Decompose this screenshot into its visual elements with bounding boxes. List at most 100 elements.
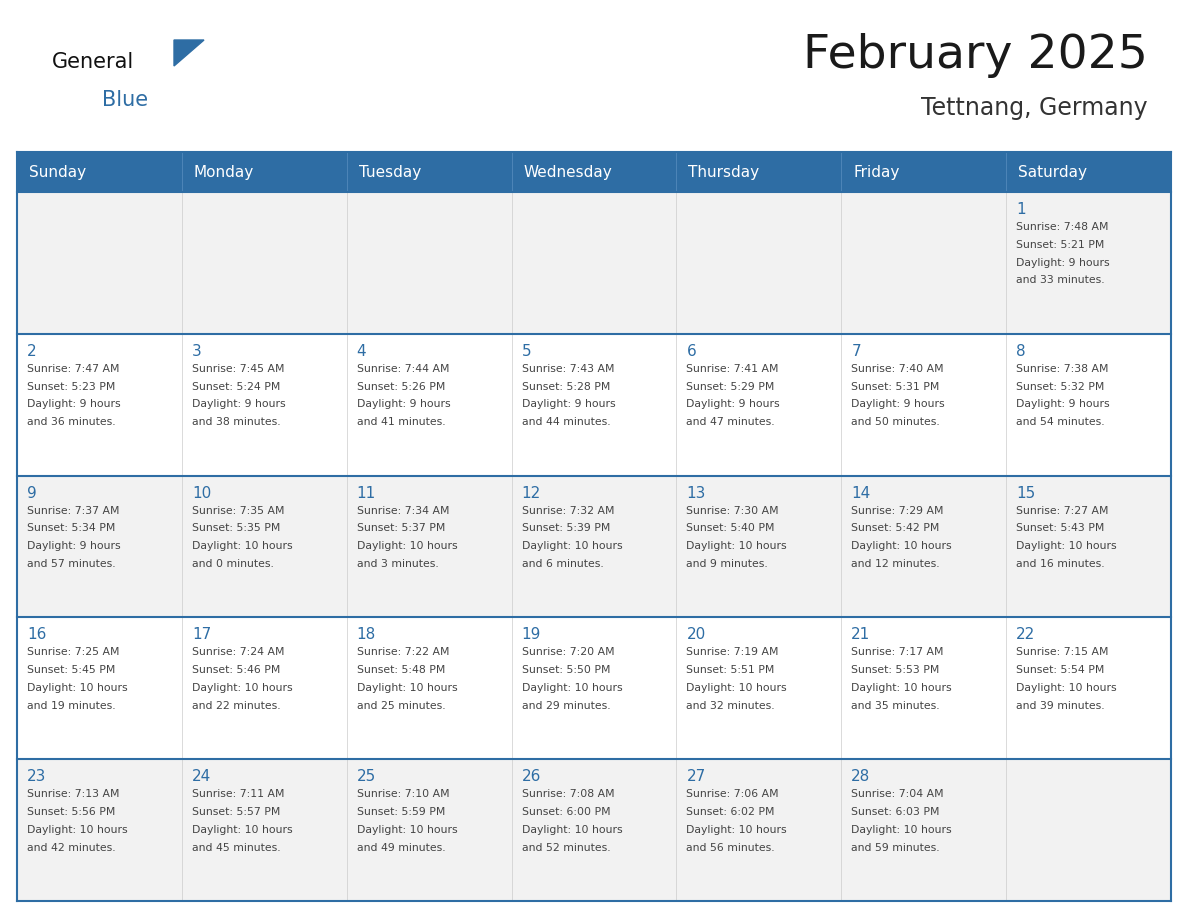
Text: Sunrise: 7:27 AM: Sunrise: 7:27 AM: [1016, 506, 1108, 516]
Text: 11: 11: [356, 486, 375, 500]
Text: Sunday: Sunday: [29, 164, 86, 180]
Text: 20: 20: [687, 627, 706, 643]
Text: Sunset: 5:23 PM: Sunset: 5:23 PM: [27, 382, 115, 392]
Text: and 9 minutes.: and 9 minutes.: [687, 559, 769, 569]
Text: Daylight: 9 hours: Daylight: 9 hours: [356, 399, 450, 409]
Text: Daylight: 10 hours: Daylight: 10 hours: [191, 683, 292, 693]
Text: Daylight: 10 hours: Daylight: 10 hours: [356, 824, 457, 834]
Text: Daylight: 10 hours: Daylight: 10 hours: [852, 683, 952, 693]
Text: 24: 24: [191, 769, 211, 784]
Text: Sunrise: 7:13 AM: Sunrise: 7:13 AM: [27, 789, 120, 800]
Text: Daylight: 10 hours: Daylight: 10 hours: [27, 683, 127, 693]
Text: Daylight: 9 hours: Daylight: 9 hours: [191, 399, 285, 409]
Text: and 35 minutes.: and 35 minutes.: [852, 700, 940, 711]
Text: Sunset: 5:37 PM: Sunset: 5:37 PM: [356, 523, 446, 533]
Bar: [17, 476, 1171, 618]
Bar: [17, 192, 1171, 334]
Text: Sunrise: 7:17 AM: Sunrise: 7:17 AM: [852, 647, 943, 657]
Text: 12: 12: [522, 486, 541, 500]
Text: Tuesday: Tuesday: [359, 164, 421, 180]
Text: 26: 26: [522, 769, 541, 784]
Text: Daylight: 10 hours: Daylight: 10 hours: [356, 683, 457, 693]
Text: Sunset: 6:03 PM: Sunset: 6:03 PM: [852, 807, 940, 817]
Text: Sunset: 5:48 PM: Sunset: 5:48 PM: [356, 666, 446, 676]
Text: and 3 minutes.: and 3 minutes.: [356, 559, 438, 569]
Text: Blue: Blue: [102, 90, 148, 110]
Text: and 57 minutes.: and 57 minutes.: [27, 559, 115, 569]
Text: Sunrise: 7:34 AM: Sunrise: 7:34 AM: [356, 506, 449, 516]
Text: Sunrise: 7:30 AM: Sunrise: 7:30 AM: [687, 506, 779, 516]
Text: and 32 minutes.: and 32 minutes.: [687, 700, 775, 711]
Text: Sunset: 5:46 PM: Sunset: 5:46 PM: [191, 666, 280, 676]
Polygon shape: [173, 40, 204, 66]
Text: Sunset: 5:50 PM: Sunset: 5:50 PM: [522, 666, 611, 676]
Text: Sunset: 5:57 PM: Sunset: 5:57 PM: [191, 807, 280, 817]
Text: Sunrise: 7:19 AM: Sunrise: 7:19 AM: [687, 647, 779, 657]
Text: Saturday: Saturday: [1018, 164, 1087, 180]
Text: Sunrise: 7:40 AM: Sunrise: 7:40 AM: [852, 364, 944, 374]
Text: 13: 13: [687, 486, 706, 500]
Text: Sunrise: 7:44 AM: Sunrise: 7:44 AM: [356, 364, 449, 374]
Text: Daylight: 10 hours: Daylight: 10 hours: [852, 542, 952, 551]
Text: and 56 minutes.: and 56 minutes.: [687, 843, 775, 853]
Text: Wednesday: Wednesday: [524, 164, 612, 180]
Text: 9: 9: [27, 486, 37, 500]
Text: Daylight: 10 hours: Daylight: 10 hours: [522, 824, 623, 834]
Text: 23: 23: [27, 769, 46, 784]
Text: Sunset: 6:02 PM: Sunset: 6:02 PM: [687, 807, 775, 817]
Text: Sunrise: 7:37 AM: Sunrise: 7:37 AM: [27, 506, 120, 516]
Text: Sunset: 5:43 PM: Sunset: 5:43 PM: [1016, 523, 1105, 533]
Text: 16: 16: [27, 627, 46, 643]
Text: Sunset: 5:29 PM: Sunset: 5:29 PM: [687, 382, 775, 392]
Text: Sunrise: 7:35 AM: Sunrise: 7:35 AM: [191, 506, 284, 516]
Text: Sunset: 5:31 PM: Sunset: 5:31 PM: [852, 382, 940, 392]
Text: 7: 7: [852, 344, 861, 359]
Text: 21: 21: [852, 627, 871, 643]
Text: 2: 2: [27, 344, 37, 359]
Text: Sunrise: 7:47 AM: Sunrise: 7:47 AM: [27, 364, 120, 374]
Text: and 54 minutes.: and 54 minutes.: [1016, 417, 1105, 427]
Text: Sunset: 5:39 PM: Sunset: 5:39 PM: [522, 523, 609, 533]
Text: 18: 18: [356, 627, 375, 643]
Text: and 44 minutes.: and 44 minutes.: [522, 417, 611, 427]
Text: Sunrise: 7:45 AM: Sunrise: 7:45 AM: [191, 364, 284, 374]
Text: Sunset: 5:32 PM: Sunset: 5:32 PM: [1016, 382, 1105, 392]
Text: and 0 minutes.: and 0 minutes.: [191, 559, 273, 569]
Text: 6: 6: [687, 344, 696, 359]
Text: Sunset: 5:28 PM: Sunset: 5:28 PM: [522, 382, 609, 392]
Text: General: General: [52, 52, 134, 72]
Text: Daylight: 10 hours: Daylight: 10 hours: [687, 824, 788, 834]
Text: 19: 19: [522, 627, 541, 643]
Text: 22: 22: [1016, 627, 1036, 643]
Text: Sunrise: 7:06 AM: Sunrise: 7:06 AM: [687, 789, 779, 800]
Text: Sunrise: 7:22 AM: Sunrise: 7:22 AM: [356, 647, 449, 657]
Text: and 25 minutes.: and 25 minutes.: [356, 700, 446, 711]
Text: Sunrise: 7:10 AM: Sunrise: 7:10 AM: [356, 789, 449, 800]
Text: Sunset: 5:21 PM: Sunset: 5:21 PM: [1016, 240, 1105, 250]
Text: Sunrise: 7:15 AM: Sunrise: 7:15 AM: [1016, 647, 1108, 657]
Text: and 38 minutes.: and 38 minutes.: [191, 417, 280, 427]
Text: 14: 14: [852, 486, 871, 500]
Text: Sunrise: 7:04 AM: Sunrise: 7:04 AM: [852, 789, 944, 800]
Text: February 2025: February 2025: [803, 32, 1148, 77]
Text: Sunset: 5:59 PM: Sunset: 5:59 PM: [356, 807, 446, 817]
Text: Sunrise: 7:24 AM: Sunrise: 7:24 AM: [191, 647, 284, 657]
Text: Daylight: 10 hours: Daylight: 10 hours: [522, 683, 623, 693]
Text: Sunset: 5:24 PM: Sunset: 5:24 PM: [191, 382, 280, 392]
Text: and 36 minutes.: and 36 minutes.: [27, 417, 115, 427]
Text: Sunrise: 7:25 AM: Sunrise: 7:25 AM: [27, 647, 120, 657]
Text: 1: 1: [1016, 202, 1025, 217]
Text: Sunset: 5:40 PM: Sunset: 5:40 PM: [687, 523, 775, 533]
Text: 17: 17: [191, 627, 211, 643]
Text: Friday: Friday: [853, 164, 899, 180]
Text: and 49 minutes.: and 49 minutes.: [356, 843, 446, 853]
Text: 27: 27: [687, 769, 706, 784]
Text: 28: 28: [852, 769, 871, 784]
Text: Daylight: 10 hours: Daylight: 10 hours: [522, 542, 623, 551]
Text: Daylight: 9 hours: Daylight: 9 hours: [27, 542, 121, 551]
Text: 25: 25: [356, 769, 375, 784]
Text: Sunset: 5:34 PM: Sunset: 5:34 PM: [27, 523, 115, 533]
Text: 8: 8: [1016, 344, 1025, 359]
Text: Sunset: 5:42 PM: Sunset: 5:42 PM: [852, 523, 940, 533]
Text: and 22 minutes.: and 22 minutes.: [191, 700, 280, 711]
